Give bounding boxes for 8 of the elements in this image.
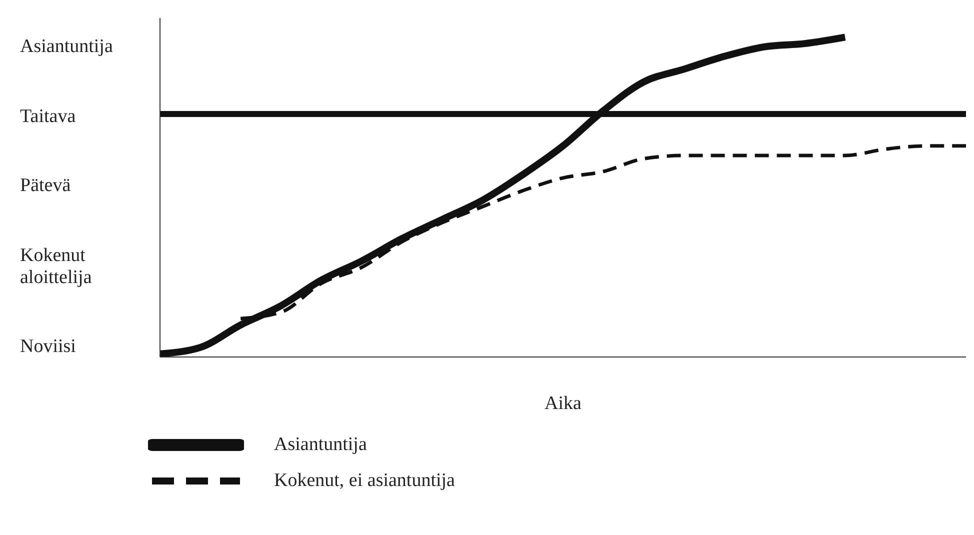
legend-label: Asiantuntija [274,434,367,456]
text: Pätevä [20,175,72,197]
text: Taitava [20,106,77,128]
legend-label: Kokenut, ei asiantuntija [274,470,455,492]
text: Noviisi [20,336,77,358]
text: Kokenut aloittelija [20,244,93,288]
x-axis-title: Aika [544,393,582,414]
text: Asiantuntija [20,36,114,58]
